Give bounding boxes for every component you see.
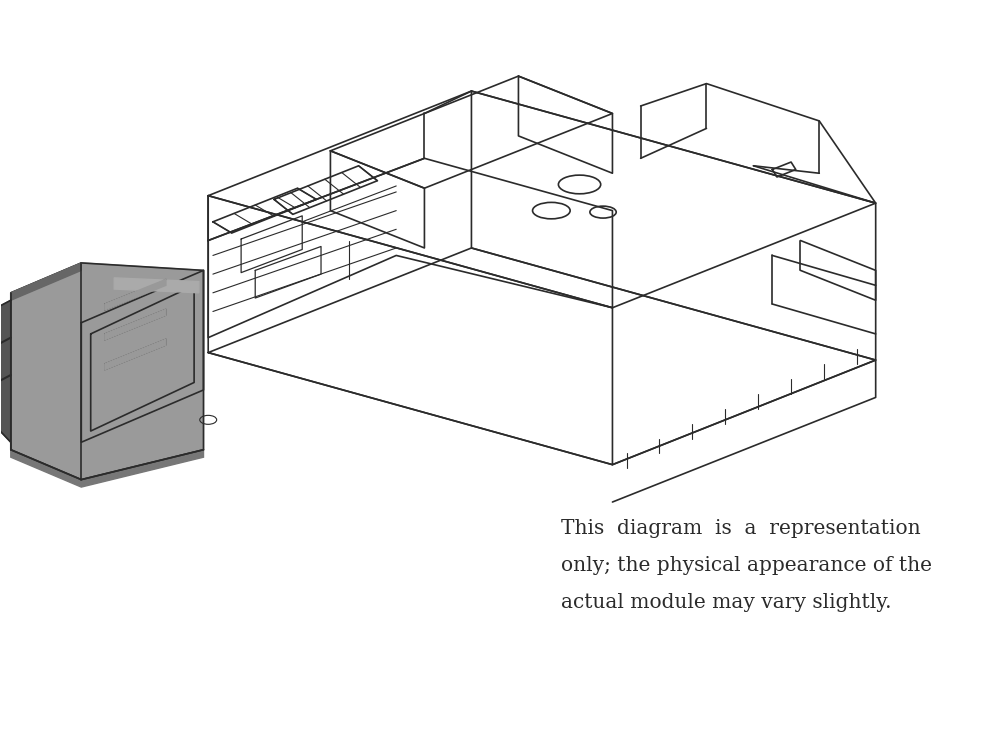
Polygon shape	[114, 278, 199, 292]
Polygon shape	[105, 309, 166, 340]
Text: This  diagram  is  a  representation: This diagram is a representation	[561, 519, 920, 538]
Text: only; the physical appearance of the: only; the physical appearance of the	[561, 556, 932, 575]
Polygon shape	[0, 300, 11, 442]
Polygon shape	[11, 450, 204, 487]
Polygon shape	[105, 339, 166, 370]
Polygon shape	[11, 263, 81, 300]
Text: actual module may vary slightly.: actual module may vary slightly.	[561, 593, 891, 613]
Polygon shape	[105, 279, 166, 310]
Polygon shape	[11, 263, 204, 479]
